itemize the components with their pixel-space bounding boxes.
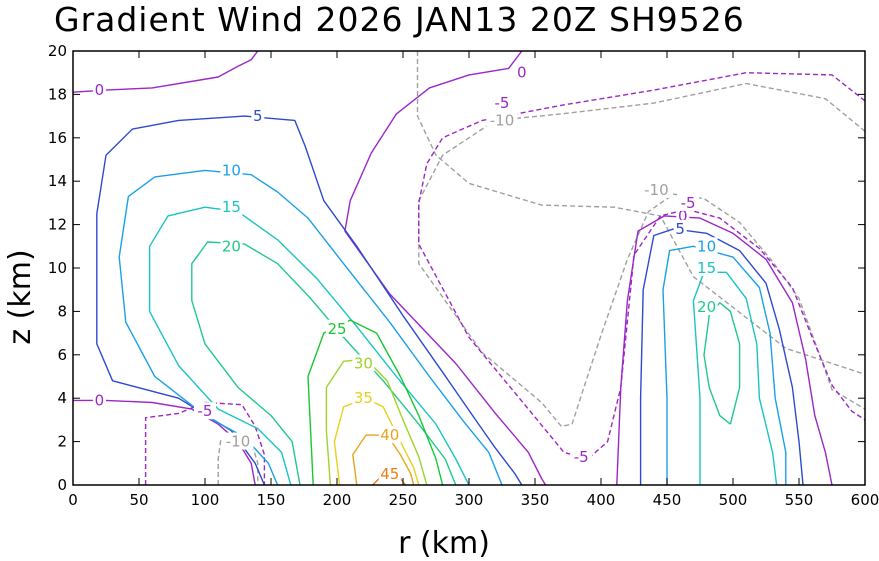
y-tick-label: 2: [57, 433, 67, 451]
contour-line-level-30: [325, 358, 428, 486]
x-tick-label: 100: [191, 491, 220, 509]
contour-label-background: [515, 63, 529, 81]
contour-label: 45: [380, 465, 399, 483]
contour-label: -5: [495, 94, 510, 112]
contour-label-background: [92, 81, 106, 99]
contour-label: 35: [354, 389, 373, 407]
x-tick-label: 400: [587, 491, 616, 509]
contour-label-background: [570, 447, 593, 465]
x-axis-label: r (km): [398, 526, 490, 561]
contour-label-background: [378, 465, 401, 483]
y-tick-label: 14: [48, 172, 67, 190]
x-tick-label: 0: [68, 491, 78, 509]
contour-label: 20: [697, 298, 716, 316]
contour-label-background: [695, 259, 718, 276]
contour-label: -10: [226, 433, 251, 451]
y-tick-label: 4: [57, 389, 67, 407]
contour-line-level-5: [639, 228, 804, 486]
contour-label: 40: [380, 426, 399, 444]
contour-line-level-25: [307, 319, 444, 486]
contour-line-level-0: [72, 50, 259, 93]
contour-label-background: [194, 402, 216, 420]
contour-label: 10: [222, 161, 241, 179]
chart-title: Gradient Wind 2026 JAN13 20Z SH9526: [54, 0, 745, 39]
y-tick-label: 12: [48, 216, 67, 234]
contour-line-level-0: [344, 50, 547, 486]
contour-line-level-neg10: [418, 82, 866, 428]
contour-label: -5: [198, 402, 213, 420]
contour-label-background: [222, 432, 254, 450]
contour-line-level-neg10: [217, 436, 259, 485]
contour-label-background: [695, 298, 718, 316]
contour-label-background: [640, 180, 672, 198]
contour-label-background: [352, 354, 375, 372]
contour-label: -10: [644, 181, 669, 199]
x-tick-label: 450: [653, 491, 682, 509]
contour-line-level-35: [333, 397, 420, 486]
contour-label-background: [220, 237, 243, 255]
contour-line-level-10: [662, 245, 787, 485]
contour-layer: [72, 50, 866, 486]
contour-label-background: [491, 94, 513, 112]
contour-label-background: [251, 107, 265, 125]
contour-label: 0: [95, 391, 105, 409]
contour-label: 30: [354, 355, 373, 373]
y-tick-label: 10: [48, 259, 67, 277]
y-tick-label: 20: [48, 42, 67, 60]
contour-label-background: [352, 389, 375, 407]
contour-label: 15: [697, 259, 716, 277]
contour-label-background: [673, 219, 687, 237]
contour-label-background: [92, 391, 106, 409]
contour-label-background: [676, 206, 690, 224]
y-tick-label: 18: [48, 85, 67, 103]
contour-label: -5: [574, 448, 589, 466]
y-tick-label: 8: [57, 302, 67, 320]
contour-label-background: [378, 426, 401, 444]
x-tick-label: 250: [389, 491, 418, 509]
contour-label-layer: 0000-5-5-5-5-10-10-105510101515202025303…: [92, 63, 718, 483]
contour-label: 5: [253, 107, 263, 125]
x-axis: 0 50 100 150 200 250 300 350 400 450 500 550 600: [68, 51, 879, 509]
contour-line-level-neg10: [416, 51, 866, 375]
y-tick-label: 6: [57, 346, 67, 364]
contour-label-background: [220, 161, 243, 179]
contour-label-background: [695, 237, 718, 255]
y-tick-label: 0: [57, 476, 67, 494]
contour-line-level-15: [692, 271, 778, 486]
contour-label-background: [326, 319, 348, 337]
contour-label: 15: [222, 198, 241, 216]
contour-label: 10: [697, 237, 716, 255]
contour-label-background: [677, 193, 700, 211]
contour-label: 25: [327, 320, 346, 338]
contour-line-level-neg5: [144, 401, 266, 485]
contour-label-background: [486, 111, 518, 129]
contour-label: 0: [95, 81, 105, 99]
contour-label: 20: [222, 237, 241, 255]
x-tick-label: 200: [323, 491, 352, 509]
contour-label-background: [220, 198, 243, 216]
y-axis: 0 2 4 6 8 10 12 14 16 18 20: [48, 42, 865, 494]
contour-label: -10: [490, 111, 515, 129]
x-tick-label: 550: [785, 491, 814, 509]
contour-line-level-15: [148, 206, 470, 486]
x-tick-label: 600: [851, 491, 879, 509]
contour-label: 0: [678, 207, 688, 225]
x-tick-label: 500: [719, 491, 748, 509]
y-tick-label: 16: [48, 129, 67, 147]
contour-label: 0: [517, 64, 527, 82]
contour-label: 5: [675, 220, 685, 238]
contour-label: -5: [681, 194, 696, 212]
contour-line-level-20: [703, 302, 741, 425]
x-tick-label: 300: [455, 491, 484, 509]
contour-line-level-5: [96, 115, 523, 486]
contour-line-level-0: [616, 215, 833, 486]
x-tick-label: 350: [521, 491, 550, 509]
x-tick-label: 50: [129, 491, 148, 509]
y-axis-label: z (km): [3, 249, 38, 344]
x-tick-label: 150: [257, 491, 286, 509]
